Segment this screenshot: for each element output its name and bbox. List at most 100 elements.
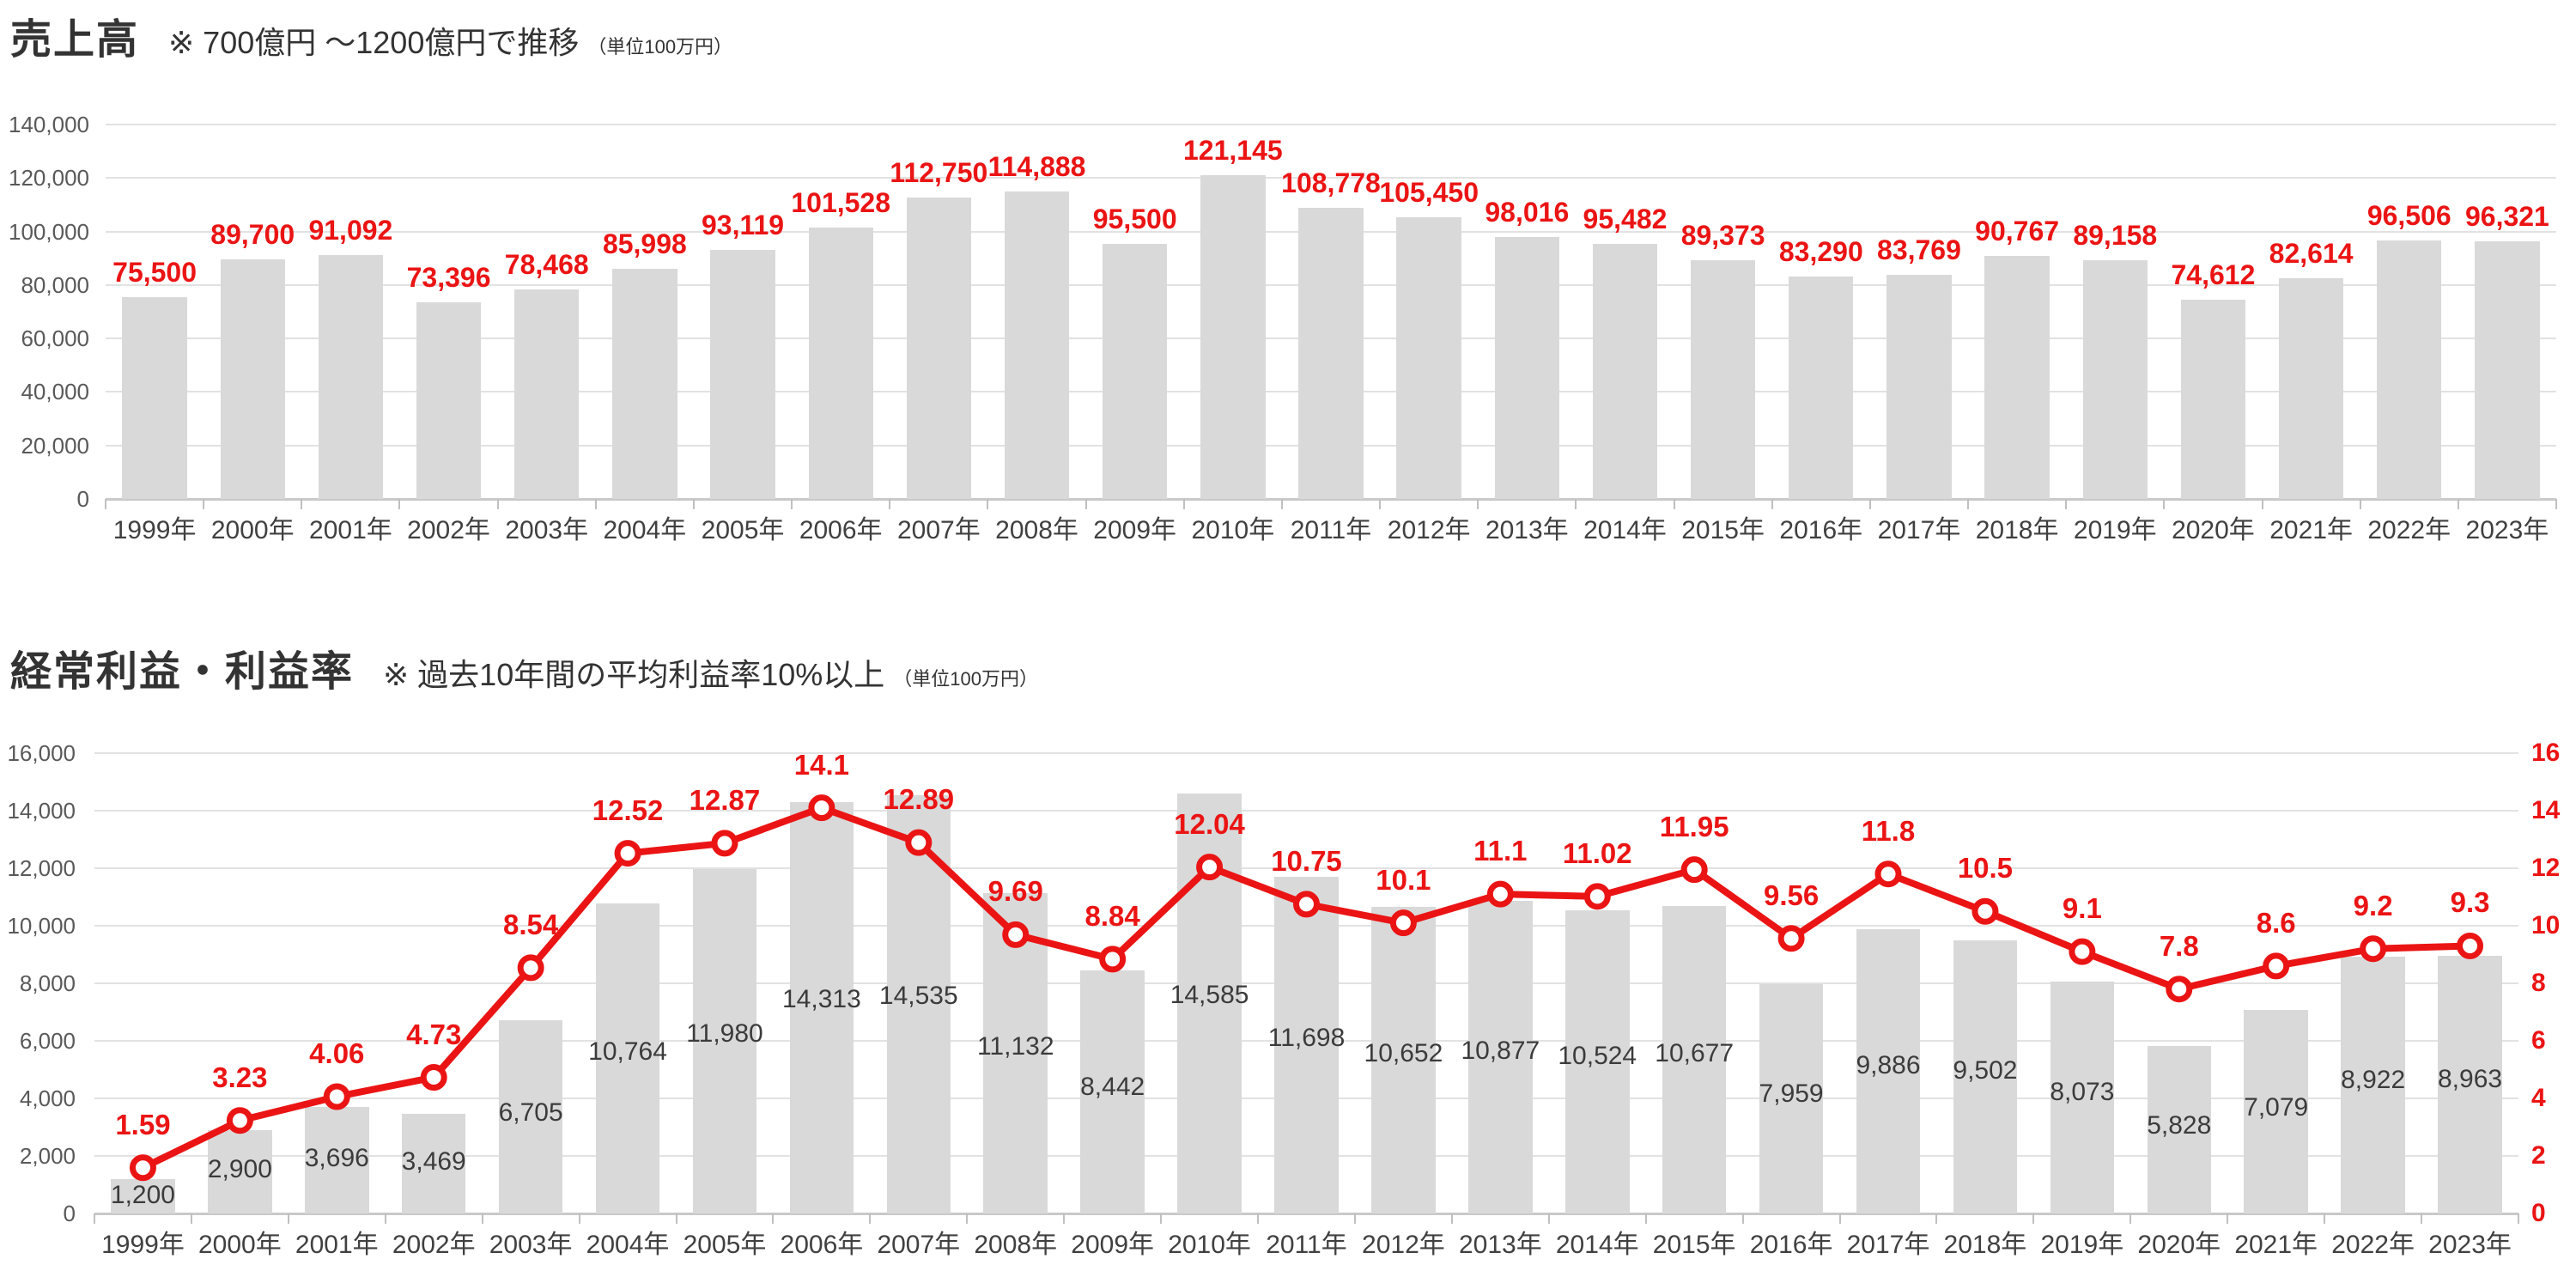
bar-value-label: 96,321: [2464, 201, 2549, 233]
y-axis-label: 120,000: [9, 165, 89, 192]
x-axis-tick: [2555, 499, 2557, 509]
bar-value-label: 7,959: [1759, 1079, 1824, 1109]
x-axis-label: 2005年: [683, 1231, 767, 1259]
gridline: [94, 752, 2518, 754]
y-axis-label: 4,000: [19, 1085, 76, 1111]
bar-value-label: 14,535: [878, 981, 958, 1010]
x-axis-tick: [1477, 499, 1479, 509]
line-marker: [1486, 880, 1514, 908]
x-axis-tick: [594, 499, 597, 509]
x-axis-tick: [384, 1213, 386, 1224]
bar: [1789, 276, 1854, 499]
bar-value-label: 105,450: [1379, 176, 1479, 208]
bar: [789, 801, 854, 1213]
x-axis-tick: [2065, 499, 2068, 509]
rate-value-label: 9.69: [987, 875, 1043, 908]
x-axis-tick: [2129, 1213, 2132, 1224]
x-axis-tick: [1575, 499, 1577, 509]
x-axis-tick: [1182, 499, 1185, 509]
line-marker: [2166, 976, 2193, 1003]
gridline: [106, 391, 2556, 393]
rate-value-label: 4.73: [406, 1018, 462, 1050]
profit-rate-line: [139, 804, 2474, 1171]
x-axis-label: 2004年: [603, 516, 687, 544]
bar: [1371, 907, 1436, 1213]
bar-value-label: 101,528: [791, 186, 891, 218]
bar: [208, 1129, 272, 1213]
gridline: [106, 124, 2556, 125]
right-axis-label: 12: [2531, 854, 2561, 882]
x-axis-tick: [1644, 1213, 1647, 1224]
x-axis-label: 2014年: [1583, 516, 1667, 544]
bar-value-label: 83,290: [1778, 235, 1863, 267]
bar: [514, 289, 580, 499]
rate-value-label: 4.06: [309, 1037, 365, 1069]
bar: [498, 1020, 563, 1213]
right-axis-label: 6: [2531, 1026, 2546, 1055]
x-axis-tick: [1838, 1213, 1841, 1224]
bar: [111, 1178, 175, 1213]
x-axis-tick: [203, 499, 205, 509]
x-axis-label: 2019年: [2073, 516, 2157, 544]
x-axis-label: 2009年: [1071, 1231, 1155, 1259]
y-axis-label: 2,000: [19, 1143, 76, 1169]
bar: [1103, 243, 1168, 499]
x-axis-label: 2021年: [2269, 516, 2353, 544]
y-axis-label: 0: [63, 1201, 76, 1226]
x-axis-label: 2000年: [197, 1231, 282, 1259]
bar-value-label: 89,700: [210, 218, 295, 250]
x-axis-tick: [772, 1213, 775, 1224]
gridline: [94, 982, 2518, 984]
bar: [1298, 208, 1364, 499]
line-marker: [2360, 935, 2387, 963]
x-axis-tick: [1257, 1213, 1260, 1224]
bar: [2278, 277, 2344, 499]
bar-value-label: 9,886: [1856, 1050, 1921, 1079]
bar-value-label: 3,469: [401, 1146, 466, 1176]
x-axis-label: 2001年: [309, 516, 392, 544]
bar-value-label: 14,313: [782, 984, 861, 1013]
right-axis-label: 16: [2531, 739, 2561, 767]
x-axis-tick: [791, 499, 793, 509]
bar: [2082, 260, 2148, 499]
rate-value-label: 8.6: [2256, 906, 2296, 939]
x-axis-label: 2020年: [2137, 1231, 2221, 1259]
bar-value-label: 7,079: [2244, 1092, 2309, 1122]
line-marker: [1196, 854, 1224, 881]
bar: [1662, 906, 1727, 1213]
bar-value-label: 108,778: [1281, 167, 1381, 199]
right-axis-label: 8: [2531, 969, 2546, 997]
bar: [1592, 243, 1658, 499]
rate-value-label: 12.04: [1174, 807, 1245, 840]
x-axis-label: 2001年: [295, 1231, 379, 1259]
x-axis-tick: [1280, 499, 1283, 509]
x-axis-label: 2016年: [1749, 1231, 1833, 1259]
line-marker: [1099, 946, 1127, 973]
bar-value-label: 89,373: [1680, 219, 1765, 251]
x-axis-tick: [966, 1213, 969, 1224]
x-axis-label: 2000年: [210, 516, 295, 544]
line-marker: [1583, 883, 1611, 910]
x-axis-tick: [1353, 1213, 1356, 1224]
gridline: [94, 1098, 2518, 1099]
bar-value-label: 95,482: [1583, 203, 1668, 234]
y-axis-label: 0: [76, 486, 89, 512]
gridline: [94, 1040, 2518, 1042]
bar-value-label: 1,200: [110, 1181, 175, 1210]
x-axis-label: 2015年: [1652, 1231, 1736, 1259]
profit-chart-header: 経常利益・利益率 ※ 過去10年間の平均利益率10%以上 （単位100万円）: [10, 637, 1038, 697]
line-marker: [1002, 921, 1030, 948]
rate-value-label: 11.8: [1861, 814, 1916, 847]
bar-value-label: 11,132: [976, 1032, 1054, 1061]
x-axis-label: 2023年: [2428, 1231, 2512, 1259]
line-marker: [323, 1083, 350, 1110]
bar-value-label: 3,696: [304, 1143, 369, 1172]
x-axis-tick: [190, 1213, 192, 1224]
x-axis-tick: [2163, 499, 2166, 509]
bar: [808, 227, 873, 499]
y-axis-label: 14,000: [7, 798, 76, 824]
bar-value-label: 10,677: [1655, 1039, 1735, 1067]
rate-value-label: 11.1: [1473, 835, 1528, 867]
bar: [886, 795, 951, 1213]
x-axis-tick: [578, 1213, 580, 1224]
